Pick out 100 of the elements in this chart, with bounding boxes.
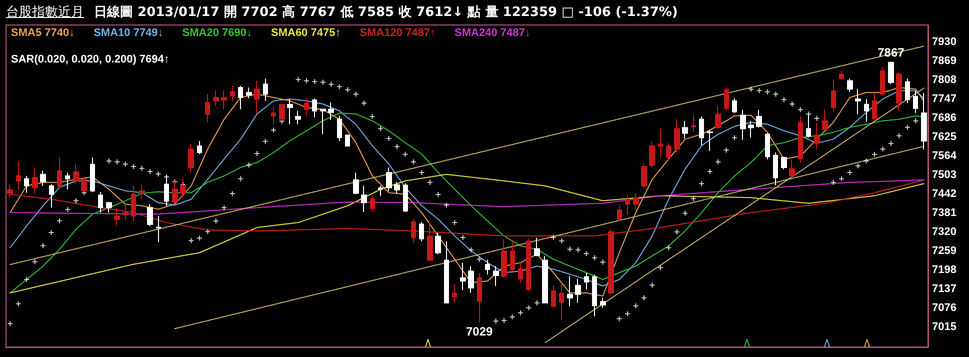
candlestick (386, 166, 392, 192)
candlestick (254, 80, 260, 115)
candlestick (419, 221, 424, 242)
candlestick (682, 120, 688, 140)
candlestick (510, 240, 515, 272)
line-series (10, 174, 924, 294)
y-tick-label: 7015 (932, 320, 956, 333)
y-tick-label: 7808 (932, 74, 956, 86)
text: SMA5 7740↓ (11, 27, 75, 39)
candlestick (839, 70, 844, 80)
candlestick (732, 98, 737, 114)
candlestick (460, 262, 466, 291)
candlestick (205, 94, 210, 123)
candlestick (444, 240, 449, 304)
candlestick (880, 66, 885, 96)
candlestick (320, 108, 326, 135)
annotation: 7029 (466, 324, 494, 338)
candlestick (394, 182, 400, 194)
y-tick-label: 7137 (932, 282, 956, 295)
candlestick (328, 102, 334, 120)
candlestick (477, 272, 482, 323)
candlestick (518, 262, 523, 284)
candlestick (493, 266, 499, 287)
candlestick (921, 92, 927, 150)
candlestick (814, 122, 820, 150)
y-tick-label: 7259 (932, 244, 956, 257)
candlestick (781, 156, 787, 170)
candlestick (123, 202, 128, 220)
candlestick (617, 206, 622, 222)
candlestick (263, 78, 268, 102)
candlestick (304, 98, 309, 117)
candlestick (32, 166, 38, 194)
candlestick (435, 232, 441, 255)
text: SMA10 7749↓ (94, 27, 164, 39)
text: SMA20 7690↓ (182, 27, 252, 39)
candlestick (913, 90, 918, 114)
candlestick (24, 175, 29, 194)
candlestick (40, 170, 46, 186)
candlestick (691, 114, 696, 132)
candlestick (114, 208, 120, 226)
y-tick-label: 7320 (932, 226, 956, 238)
chart-subtitle: 日線圖 2013/01/17 開 7702 高 7767 低 7585 收 7612↓ 點 量 122359 □ -106 (-1.37%) (94, 5, 678, 20)
candlestick (699, 116, 704, 146)
candlestick (789, 158, 795, 178)
candlestick (896, 72, 902, 112)
candlestick (90, 157, 95, 193)
candlestick (98, 192, 103, 214)
candlestick (57, 157, 62, 188)
candlestick (748, 120, 754, 138)
text: SAR(0.020, 0.020, 0.200) 7694↑ (11, 54, 170, 66)
text: SMA240 7487↓ (454, 27, 530, 39)
candlestick (312, 98, 317, 118)
candlestick (658, 128, 663, 158)
candlestick (238, 85, 243, 110)
y-tick-label: 7747 (932, 93, 956, 106)
candlestick (567, 276, 573, 307)
line-series (10, 179, 924, 215)
candlestick (798, 116, 803, 164)
candlestick (526, 238, 531, 292)
candlestick (485, 259, 490, 276)
y-tick-label: 7869 (932, 55, 956, 68)
candlestick (756, 109, 762, 128)
candlestick (73, 164, 79, 185)
candlestick (287, 98, 293, 125)
candlestick (872, 92, 877, 120)
candlestick (271, 105, 276, 125)
candlestick (353, 172, 359, 195)
candlestick (295, 110, 301, 125)
candlestick (197, 140, 202, 155)
candlestick (649, 141, 655, 168)
candlestick (592, 274, 597, 317)
candlestick (337, 115, 342, 142)
candlestick (131, 185, 136, 222)
y-tick-label: 7625 (932, 131, 956, 143)
candlestick (542, 256, 548, 304)
candlestick (905, 78, 910, 104)
candlestick (65, 172, 70, 190)
candlestick (403, 182, 408, 212)
candlestick (888, 61, 894, 85)
candlestick (641, 162, 647, 188)
y-tick-label: 7930 (932, 36, 956, 48)
candlestick (345, 134, 350, 147)
candlestick (139, 184, 145, 200)
candlestick (666, 142, 671, 161)
candlestick (213, 90, 219, 106)
candlestick (221, 90, 227, 110)
candlestick (855, 88, 861, 115)
candlestick (370, 195, 375, 212)
candlestick (822, 108, 828, 130)
candlestick (773, 152, 778, 186)
y-tick-label: 7503 (932, 168, 956, 181)
y-tick-label: 7381 (932, 206, 956, 219)
candlestick (246, 87, 252, 99)
y-tick-label: 7076 (932, 302, 956, 314)
candlestick (16, 160, 21, 190)
candlestick (378, 185, 383, 197)
candlestick (864, 98, 869, 122)
y-tick-label: 7564 (932, 150, 958, 162)
candlestick (847, 78, 853, 92)
candlestick (707, 129, 713, 152)
